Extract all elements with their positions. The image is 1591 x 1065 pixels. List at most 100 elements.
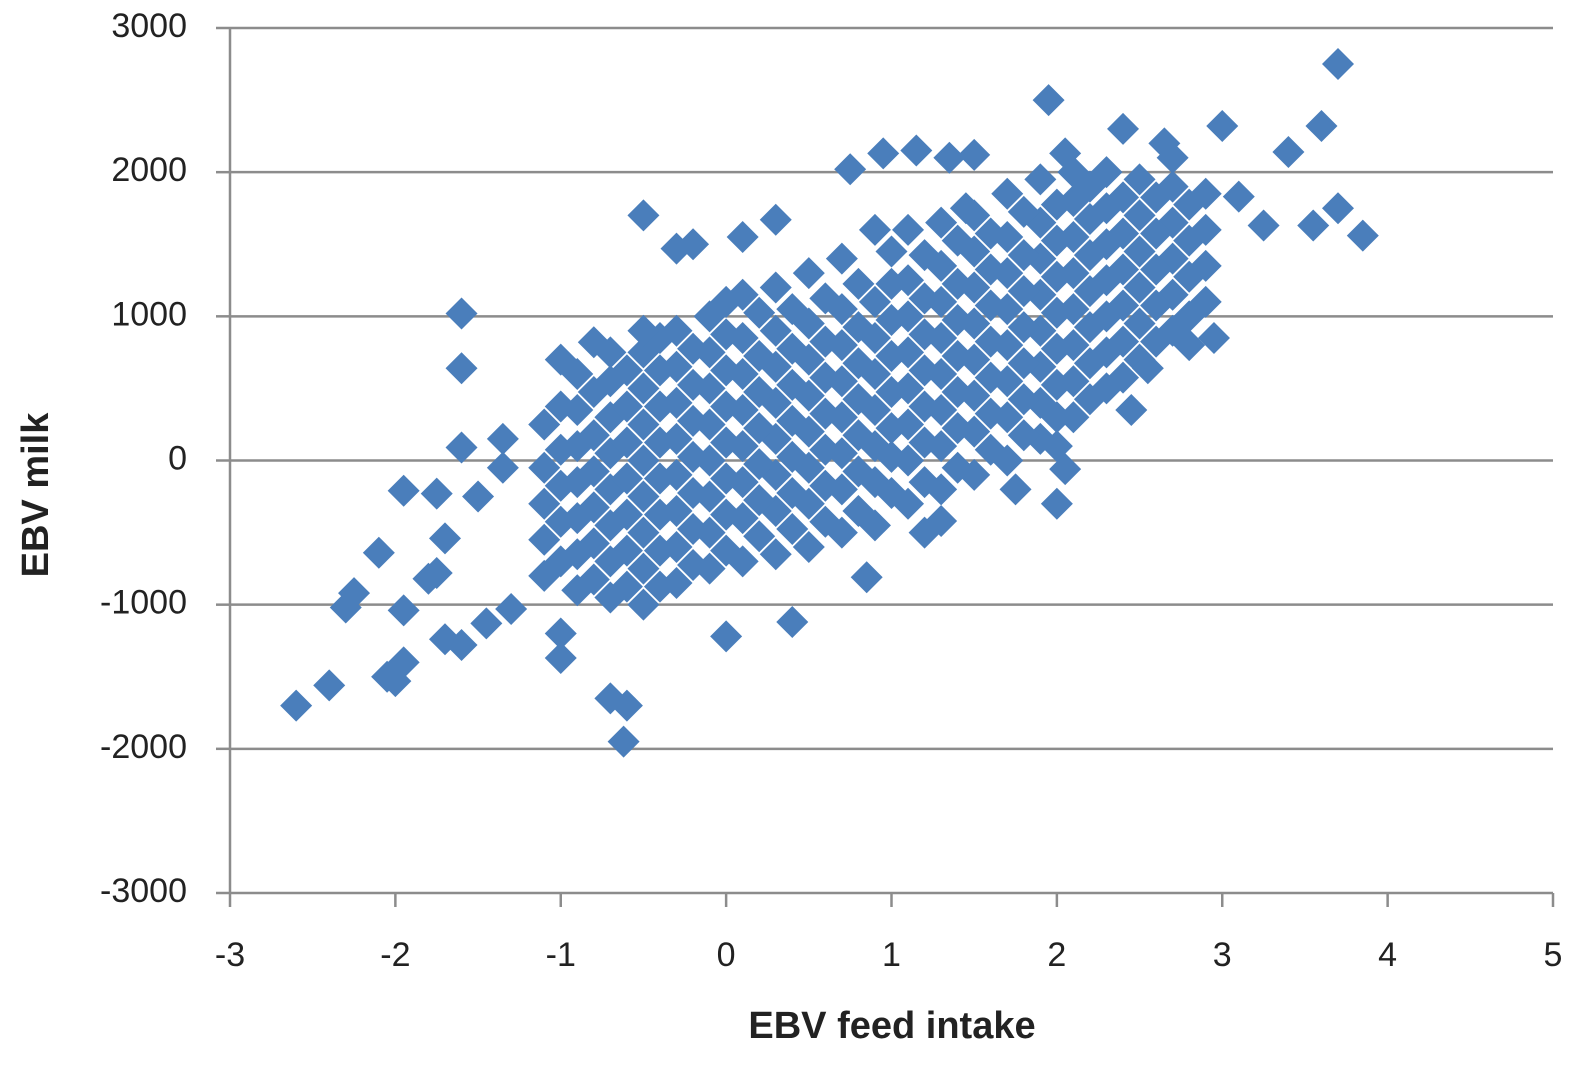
point — [1057, 401, 1090, 434]
point — [1107, 112, 1140, 145]
point — [892, 213, 925, 246]
point — [710, 318, 743, 351]
point — [842, 494, 875, 527]
point — [941, 376, 974, 409]
point — [842, 267, 875, 300]
point — [544, 433, 577, 466]
point — [1107, 217, 1140, 250]
point — [610, 498, 643, 531]
x-tick-label: 1 — [882, 936, 901, 974]
x-tick-label: -3 — [215, 936, 245, 974]
point — [528, 487, 561, 520]
point — [941, 412, 974, 445]
point — [643, 534, 676, 567]
point — [577, 527, 610, 560]
point — [643, 426, 676, 459]
point — [544, 390, 577, 423]
point — [858, 285, 891, 318]
point — [1073, 170, 1106, 203]
point — [313, 669, 346, 702]
point — [710, 390, 743, 423]
point — [1007, 195, 1040, 228]
point — [577, 376, 610, 409]
point — [999, 473, 1032, 506]
point — [577, 419, 610, 452]
point — [908, 466, 941, 499]
y-tick-label: -1000 — [100, 584, 187, 622]
point — [875, 235, 908, 268]
point — [834, 153, 867, 186]
point — [643, 570, 676, 603]
point — [908, 282, 941, 315]
point — [875, 376, 908, 409]
y-tick-label: 0 — [168, 439, 187, 477]
point — [1040, 368, 1073, 401]
point — [1007, 239, 1040, 272]
y-tick-label: 3000 — [111, 7, 187, 45]
point — [726, 221, 759, 254]
point — [974, 433, 1007, 466]
point — [1115, 394, 1148, 427]
point — [1040, 260, 1073, 293]
point — [544, 642, 577, 675]
point — [1073, 275, 1106, 308]
point — [627, 199, 660, 232]
point — [974, 253, 1007, 286]
point — [842, 347, 875, 380]
point — [677, 549, 710, 582]
point — [677, 332, 710, 365]
point — [445, 297, 478, 330]
point — [428, 522, 461, 555]
point — [627, 372, 660, 405]
point — [776, 476, 809, 509]
point — [710, 534, 743, 567]
point — [1173, 224, 1206, 257]
point — [1173, 329, 1206, 362]
point — [577, 563, 610, 596]
point — [1322, 192, 1355, 225]
point — [875, 303, 908, 336]
point — [958, 138, 991, 171]
point — [974, 397, 1007, 430]
point — [528, 451, 561, 484]
point — [470, 607, 503, 640]
point — [875, 476, 908, 509]
point — [1123, 235, 1156, 268]
point — [1297, 209, 1330, 242]
point — [577, 491, 610, 524]
point — [1140, 217, 1173, 250]
point — [875, 412, 908, 445]
point — [776, 404, 809, 437]
point — [1305, 110, 1338, 143]
point — [941, 267, 974, 300]
point — [1173, 260, 1206, 293]
x-tick-label: 5 — [1544, 936, 1563, 974]
point — [486, 422, 519, 455]
point — [387, 594, 420, 627]
point — [420, 477, 453, 510]
point — [991, 177, 1024, 210]
point — [1073, 239, 1106, 272]
point — [1322, 48, 1355, 81]
point — [743, 296, 776, 329]
point — [1007, 419, 1040, 452]
point — [875, 339, 908, 372]
point — [1206, 110, 1239, 143]
point — [627, 552, 660, 585]
point — [577, 326, 610, 359]
point — [908, 318, 941, 351]
point — [792, 257, 825, 290]
point — [387, 474, 420, 507]
point — [610, 354, 643, 387]
point — [495, 592, 528, 625]
point — [420, 556, 453, 589]
point — [577, 455, 610, 488]
point — [1140, 253, 1173, 286]
point — [1024, 163, 1057, 196]
point — [710, 354, 743, 387]
point — [974, 289, 1007, 322]
point — [908, 354, 941, 387]
point — [925, 206, 958, 239]
point — [842, 419, 875, 452]
point — [643, 462, 676, 495]
